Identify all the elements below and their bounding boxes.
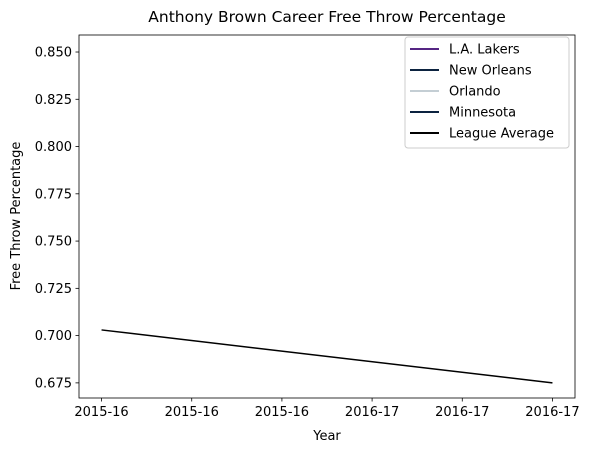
x-tick-label: 2015-16 xyxy=(74,405,128,420)
chart-title: Anthony Brown Career Free Throw Percenta… xyxy=(148,8,505,26)
y-tick-label: 0.850 xyxy=(35,46,72,61)
y-tick-label: 0.825 xyxy=(35,93,72,108)
x-tick-label: 2016-17 xyxy=(525,405,579,420)
y-tick-label: 0.750 xyxy=(35,235,72,250)
y-axis-label: Free Throw Percentage xyxy=(9,142,24,291)
y-tick-label: 0.800 xyxy=(35,140,72,155)
plot-frame xyxy=(78,34,576,399)
x-tick-label: 2016-17 xyxy=(345,405,399,420)
legend: L.A. Lakers New Orleans Orlando Minnesota Le… xyxy=(404,36,570,149)
legend-label: Minnesota xyxy=(449,106,516,121)
legend-label: L.A. Lakers xyxy=(449,43,520,58)
series-line-4 xyxy=(101,329,553,384)
x-tick-label: 2016-17 xyxy=(435,405,489,420)
x-tick-label: 2015-16 xyxy=(255,405,309,420)
legend-label: League Average xyxy=(449,127,554,142)
legend-label: New Orleans xyxy=(449,64,532,79)
legend-box xyxy=(404,36,570,149)
x-axis-label: Year xyxy=(312,429,341,444)
legend-label: Orlando xyxy=(449,85,501,100)
y-tick-label: 0.775 xyxy=(35,187,72,202)
plot-area: 2015-16 2015-16 2015-16 2016-17 2016-17 2016-… xyxy=(35,34,580,420)
y-tick-label: 0.725 xyxy=(35,282,72,297)
y-tick-label: 0.700 xyxy=(35,329,72,344)
x-tick-label: 2015-16 xyxy=(165,405,219,420)
y-tick-label: 0.675 xyxy=(35,376,72,391)
